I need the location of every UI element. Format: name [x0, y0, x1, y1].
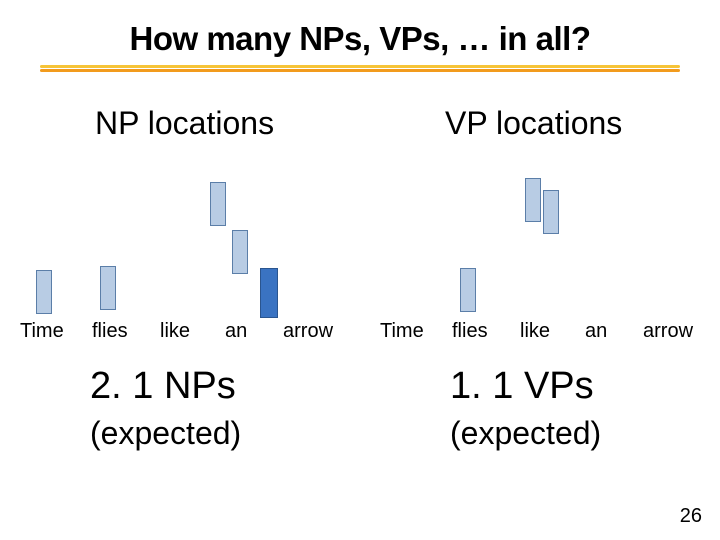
slide-title: How many NPs, VPs, … in all? — [0, 20, 720, 58]
vp-expected: (expected) — [450, 415, 601, 452]
vp-box — [543, 190, 559, 234]
np-word: arrow — [283, 320, 333, 343]
np-box — [36, 270, 52, 314]
np-box — [210, 182, 226, 226]
vp-word: an — [585, 320, 607, 343]
vp-word: arrow — [643, 320, 693, 343]
np-count: 2. 1 NPs — [90, 365, 236, 408]
vp-count: 1. 1 VPs — [450, 365, 594, 408]
vp-box — [525, 178, 541, 222]
np-word: an — [225, 320, 247, 343]
np-subtitle: NP locations — [95, 105, 274, 142]
underline-stroke-1 — [40, 65, 680, 68]
underline-stroke-2 — [40, 69, 680, 72]
vp-box — [460, 268, 476, 312]
np-word: Time — [20, 320, 64, 343]
vp-word: like — [520, 320, 550, 343]
np-word: flies — [92, 320, 128, 343]
vp-word: flies — [452, 320, 488, 343]
title-underline — [40, 65, 680, 73]
page-number: 26 — [680, 505, 702, 528]
np-box — [260, 268, 278, 318]
vp-subtitle: VP locations — [445, 105, 622, 142]
np-box — [100, 266, 116, 310]
vp-word: Time — [380, 320, 424, 343]
np-box — [232, 230, 248, 274]
np-expected: (expected) — [90, 415, 241, 452]
np-word: like — [160, 320, 190, 343]
